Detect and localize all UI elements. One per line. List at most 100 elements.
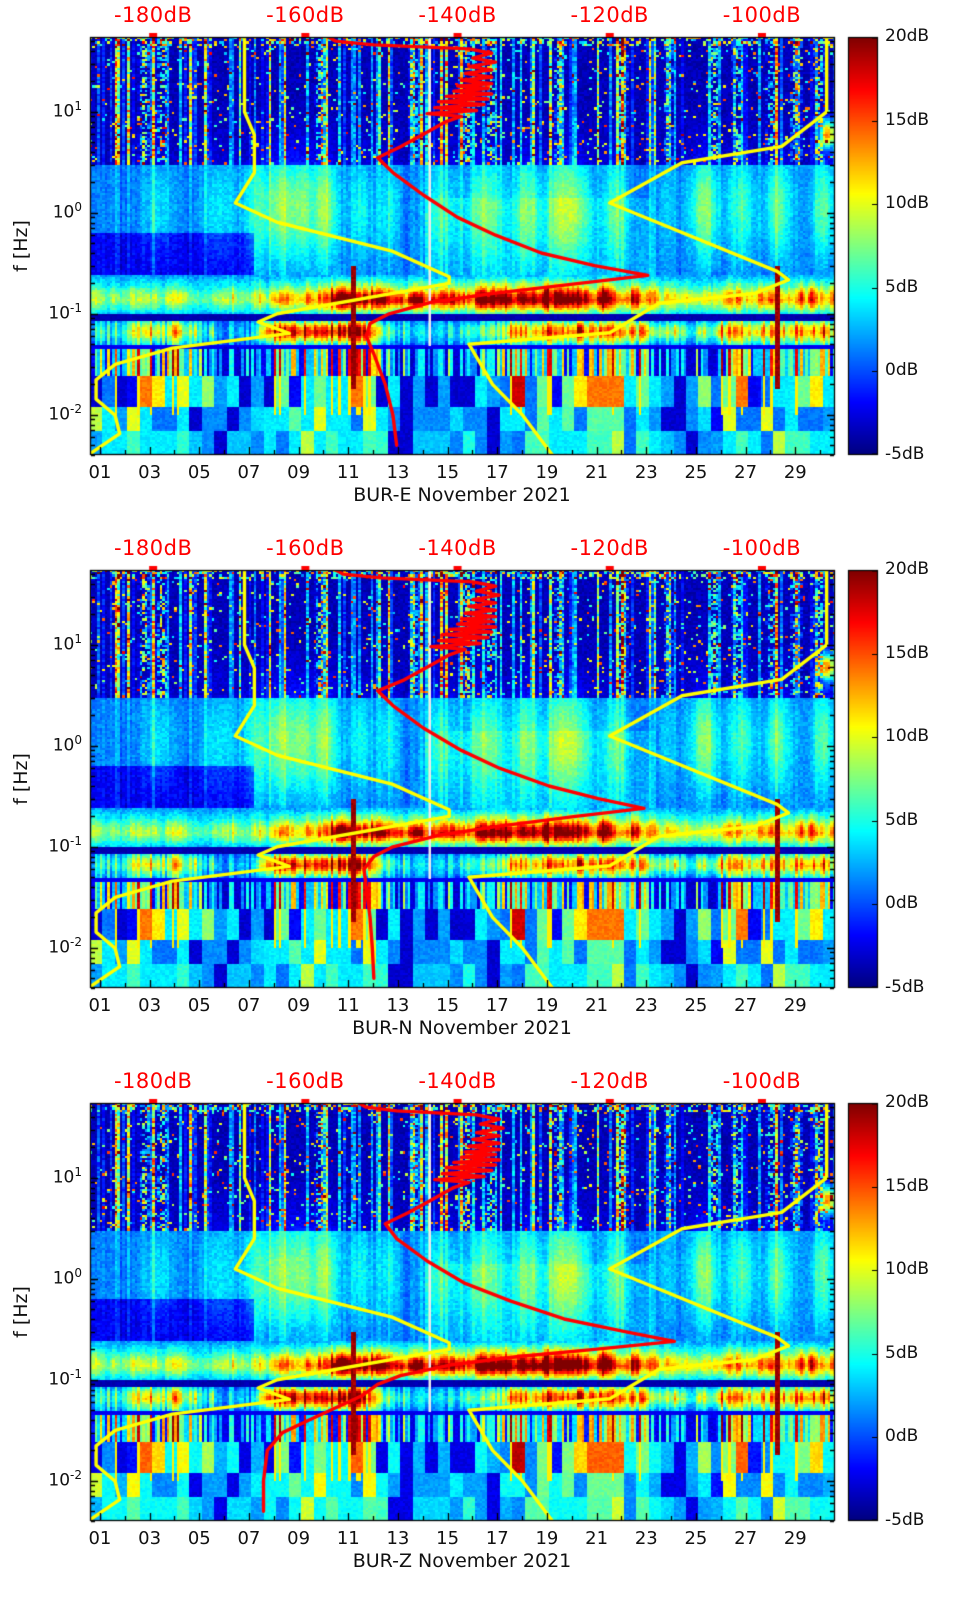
x-tick-label: 13 (386, 995, 410, 1016)
x-axis-title: BUR-Z November 2021 (352, 1550, 572, 1572)
y-tick-label: 100 (52, 1265, 82, 1289)
spectrogram-canvas-bur-n (0, 533, 962, 1066)
x-tick-label: 29 (783, 462, 807, 483)
colorbar-tick-label: 20dB (885, 559, 930, 579)
y-tick-label: 101 (52, 98, 82, 122)
colorbar-tick-label: -5dB (885, 977, 925, 997)
spectrogram-panel-bur-z: f [Hz] BUR-Z November 2021 -180dB -160dB -… (0, 1066, 962, 1599)
top-db-axis-label: -100dB (722, 1069, 802, 1093)
top-db-axis-label: -180dB (113, 1069, 193, 1093)
colorbar-tick-label: 0dB (885, 893, 919, 914)
y-tick-label: 10-1 (48, 300, 82, 324)
y-tick-label: 10-1 (48, 1366, 82, 1390)
top-db-axis-label: -120dB (570, 3, 649, 27)
x-tick-label: 13 (386, 1528, 410, 1549)
x-tick-label: 19 (535, 1528, 559, 1549)
top-db-axis-label: -140dB (418, 536, 497, 560)
y-axis-label: f [Hz] (10, 753, 32, 805)
y-tick-label: 10-1 (48, 833, 82, 857)
x-tick-label: 21 (585, 1528, 609, 1549)
y-tick-label: 100 (52, 732, 82, 756)
colorbar-tick-label: 5dB (885, 809, 919, 830)
x-axis-title: BUR-N November 2021 (352, 1017, 572, 1039)
x-tick-label: 03 (138, 1528, 162, 1549)
top-db-axis-label: -160dB (266, 536, 345, 560)
colorbar-tick-label: 15dB (885, 109, 930, 130)
y-tick-label: 101 (52, 631, 82, 655)
y-tick-label: 100 (52, 199, 82, 223)
x-tick-label: 15 (436, 462, 460, 483)
y-tick-label: 10-2 (48, 401, 82, 425)
x-tick-label: 21 (585, 462, 609, 483)
x-tick-label: 17 (485, 995, 509, 1016)
top-db-axis-label: -140dB (418, 1069, 497, 1093)
y-tick-label: 10-2 (48, 934, 82, 958)
x-tick-label: 27 (734, 995, 758, 1016)
x-tick-label: 29 (783, 995, 807, 1016)
colorbar-tick-label: 5dB (885, 276, 919, 297)
x-tick-label: 05 (187, 462, 211, 483)
top-db-axis-label: -120dB (570, 1069, 649, 1093)
spectrogram-canvas-bur-z (0, 1066, 962, 1599)
top-db-axis-label: -180dB (113, 3, 193, 27)
x-tick-label: 09 (287, 995, 311, 1016)
x-tick-label: 07 (237, 1528, 261, 1549)
x-tick-label: 19 (535, 462, 559, 483)
colorbar-tick-label: 15dB (885, 642, 930, 663)
x-tick-label: 29 (783, 1528, 807, 1549)
colorbar-tick-label: 20dB (885, 26, 930, 46)
x-tick-label: 23 (634, 1528, 658, 1549)
x-tick-label: 11 (336, 462, 360, 483)
spectrogram-canvas-bur-e (0, 0, 962, 533)
colorbar-tick-label: 0dB (885, 360, 919, 381)
x-axis-title: BUR-E November 2021 (353, 484, 571, 506)
x-tick-label: 15 (436, 995, 460, 1016)
top-db-axis-label: -100dB (722, 3, 802, 27)
x-tick-label: 01 (88, 995, 112, 1016)
colorbar-tick-label: 5dB (885, 1342, 919, 1363)
x-tick-label: 11 (336, 1528, 360, 1549)
x-tick-label: 23 (634, 462, 658, 483)
y-tick-label: 10-2 (48, 1467, 82, 1491)
colorbar-tick-label: 10dB (885, 1259, 930, 1280)
colorbar-tick-label: -5dB (885, 444, 925, 464)
x-tick-label: 27 (734, 462, 758, 483)
x-tick-label: 25 (684, 462, 708, 483)
x-tick-label: 05 (187, 1528, 211, 1549)
x-tick-label: 19 (535, 995, 559, 1016)
top-db-axis-label: -160dB (266, 3, 345, 27)
x-tick-label: 05 (187, 995, 211, 1016)
y-axis-label: f [Hz] (10, 1286, 32, 1338)
x-tick-label: 17 (485, 1528, 509, 1549)
y-axis-label: f [Hz] (10, 220, 32, 272)
x-tick-label: 25 (684, 1528, 708, 1549)
spectrogram-panel-bur-e: f [Hz] BUR-E November 2021 -180dB -160dB -… (0, 0, 962, 533)
x-tick-label: 21 (585, 995, 609, 1016)
colorbar-tick-label: 20dB (885, 1092, 930, 1112)
colorbar-tick-label: -5dB (885, 1510, 925, 1530)
colorbar-tick-label: 10dB (885, 193, 930, 214)
x-tick-label: 17 (485, 462, 509, 483)
colorbar-tick-label: 15dB (885, 1175, 930, 1196)
colorbar-tick-label: 0dB (885, 1426, 919, 1447)
top-db-axis-label: -120dB (570, 536, 649, 560)
spectrogram-panel-bur-n: f [Hz] BUR-N November 2021 -180dB -160dB -… (0, 533, 962, 1066)
x-tick-label: 03 (138, 995, 162, 1016)
top-db-axis-label: -160dB (266, 1069, 345, 1093)
top-db-axis-label: -180dB (113, 536, 193, 560)
x-tick-label: 15 (436, 1528, 460, 1549)
x-tick-label: 03 (138, 462, 162, 483)
colorbar-tick-label: 10dB (885, 726, 930, 747)
x-tick-label: 23 (634, 995, 658, 1016)
x-tick-label: 27 (734, 1528, 758, 1549)
x-tick-label: 25 (684, 995, 708, 1016)
top-db-axis-label: -100dB (722, 536, 802, 560)
top-db-axis-label: -140dB (418, 3, 497, 27)
x-tick-label: 01 (88, 1528, 112, 1549)
x-tick-label: 07 (237, 995, 261, 1016)
x-tick-label: 07 (237, 462, 261, 483)
x-tick-label: 11 (336, 995, 360, 1016)
x-tick-label: 09 (287, 462, 311, 483)
y-tick-label: 101 (52, 1164, 82, 1188)
